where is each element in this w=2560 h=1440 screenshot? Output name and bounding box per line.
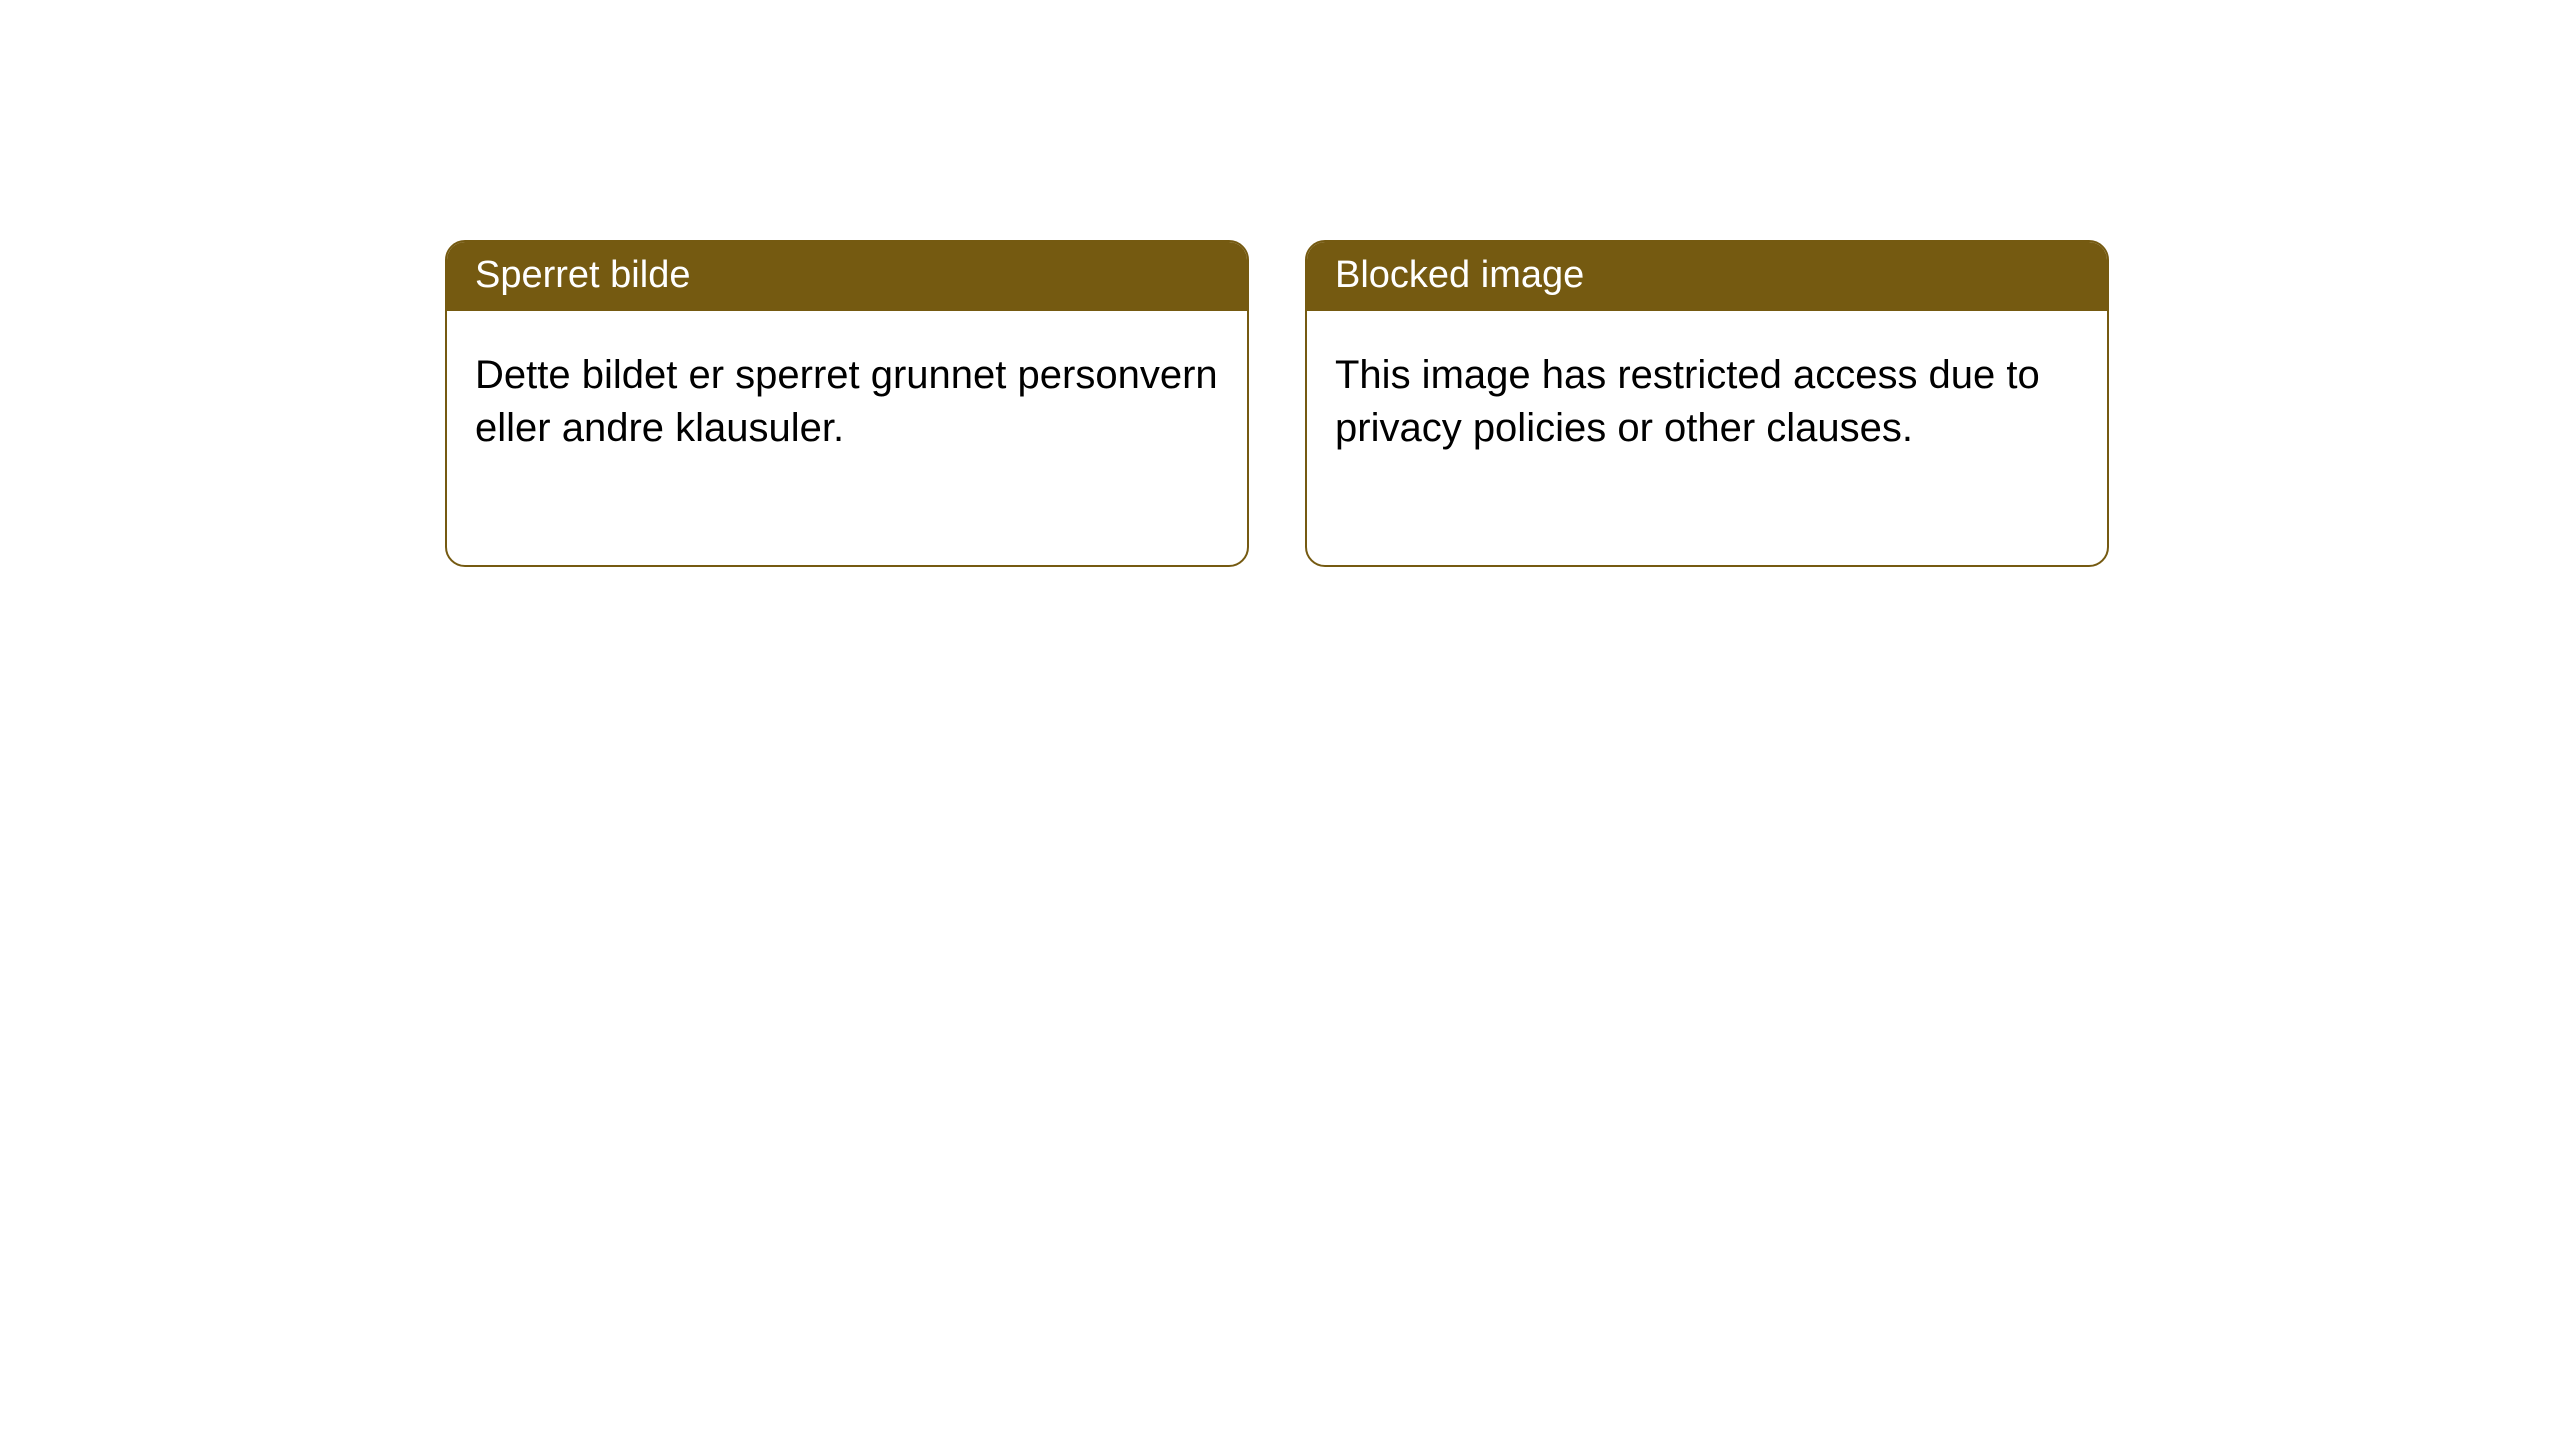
card-header: Blocked image [1307,242,2107,311]
card-header: Sperret bilde [447,242,1247,311]
card-body: This image has restricted access due to … [1307,311,2107,565]
notice-cards-container: Sperret bilde Dette bildet er sperret gr… [445,240,2109,567]
card-body: Dette bildet er sperret grunnet personve… [447,311,1247,565]
notice-card-english: Blocked image This image has restricted … [1305,240,2109,567]
notice-card-norwegian: Sperret bilde Dette bildet er sperret gr… [445,240,1249,567]
